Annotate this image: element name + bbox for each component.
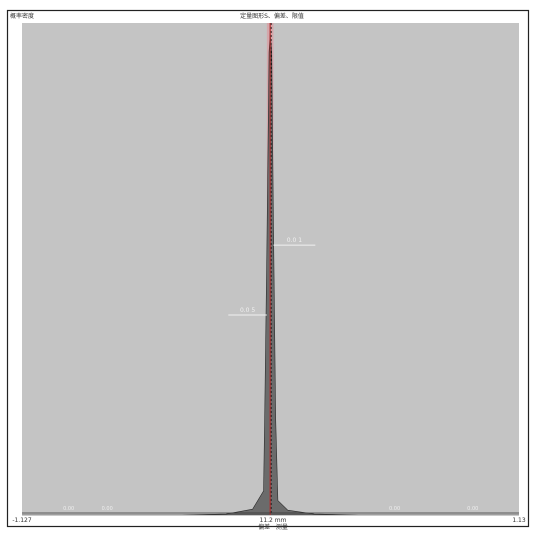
bottom-tick-label-1: 0.00 — [102, 506, 113, 512]
outer-border — [6, 9, 530, 528]
corner-label: 概率密度 — [10, 12, 34, 20]
bottom-tick-label-2: 0.00 — [389, 506, 400, 512]
bottom-tick-label-3: 0.00 — [467, 506, 478, 512]
bottom-tick-label-0: 0.00 — [63, 506, 74, 512]
x-axis-title: 偏差 · 测量 — [258, 523, 288, 531]
plot-area: 0.0 1 0.0 5 0.00 0.00 0.00 0.00 — [22, 23, 519, 516]
annotation-label-1: 0.0 5 — [240, 307, 255, 314]
x-max-label: 1.13 — [512, 517, 526, 524]
center-label: 11.2 mm — [260, 517, 287, 524]
chart-title: 定量图形S、偏差、限值 — [240, 12, 304, 20]
x-min-label: -1.127 — [12, 517, 32, 524]
annotation-label-0: 0.0 1 — [287, 237, 302, 244]
